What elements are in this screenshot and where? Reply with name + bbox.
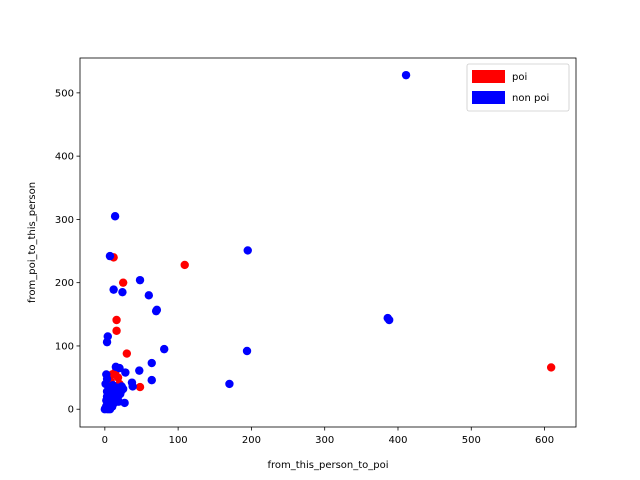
points-layer <box>100 70 556 414</box>
poi-point <box>546 363 556 372</box>
non-poi-point <box>135 275 145 285</box>
non-poi-point <box>147 375 156 385</box>
non-poi-point <box>114 397 123 406</box>
non-poi-point <box>151 306 161 316</box>
non-poi-point <box>115 363 124 373</box>
non-poi-point <box>225 379 234 389</box>
y-axis-label: from_poi_to_this_person <box>27 182 38 303</box>
y-tick-label: 300 <box>55 215 74 226</box>
ticks-layer: 0 100 200 300 400 500 600 0 100 200 300 400 500 <box>55 88 554 446</box>
non-poi-point <box>243 246 252 255</box>
y-tick-label: 500 <box>55 88 74 99</box>
poi-point <box>112 315 121 325</box>
non-poi-point <box>117 382 126 391</box>
non-poi-point <box>384 315 394 325</box>
legend-swatch-poi <box>472 70 505 83</box>
non-poi-point <box>109 285 118 294</box>
non-poi-point <box>118 287 127 297</box>
poi-point <box>112 326 121 335</box>
x-tick-label: 400 <box>388 435 407 446</box>
legend: poi non poi <box>466 63 570 112</box>
plot-frame <box>79 57 577 428</box>
poi-point <box>135 382 145 392</box>
non-poi-point <box>160 344 169 354</box>
non-poi-point <box>106 401 115 410</box>
x-tick-label: 300 <box>315 435 334 446</box>
non-poi-point <box>135 366 144 375</box>
non-poi-point <box>104 393 113 403</box>
non-poi-point <box>110 212 120 221</box>
plot-area <box>80 58 576 427</box>
non-poi-point <box>105 251 115 261</box>
y-tick-label: 200 <box>55 278 74 289</box>
poi-point <box>122 349 132 358</box>
x-tick-label: 500 <box>462 435 481 446</box>
legend-label-non-poi: non poi <box>512 93 549 104</box>
x-tick-label: 200 <box>242 435 261 446</box>
x-tick-label: 100 <box>169 435 188 446</box>
non-poi-point <box>242 346 252 356</box>
poi-point <box>118 278 128 287</box>
poi-point <box>113 373 123 382</box>
non-poi-point <box>144 291 154 300</box>
non-poi-point <box>401 70 411 80</box>
non-poi-point <box>111 388 121 397</box>
x-tick-label: 600 <box>535 435 554 446</box>
legend-swatch-non-poi <box>472 91 505 104</box>
y-tick-label: 100 <box>55 341 74 352</box>
y-tick-label: 0 <box>68 405 74 416</box>
poi-point <box>180 260 189 270</box>
non-poi-point <box>121 368 130 377</box>
non-poi-point <box>147 358 156 368</box>
legend-label-poi: poi <box>512 72 527 83</box>
non-poi-point <box>102 337 112 347</box>
x-axis-label: from_this_person_to_poi <box>267 460 388 471</box>
y-tick-label: 400 <box>55 152 74 163</box>
x-tick-label: 0 <box>102 435 108 446</box>
non-poi-point <box>128 382 137 391</box>
